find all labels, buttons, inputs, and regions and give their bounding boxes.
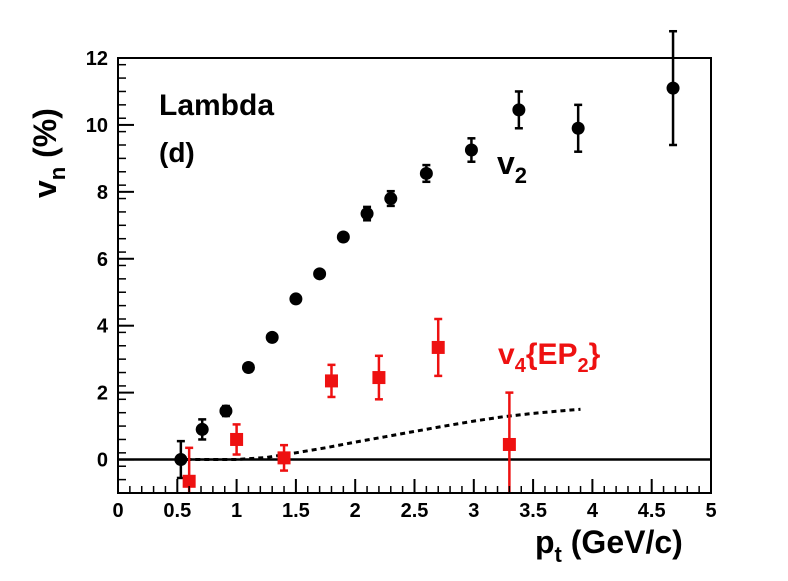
x-tick-label: 2 [350, 500, 361, 522]
v4-data-point [182, 474, 196, 488]
x-tick-label: 1.5 [282, 500, 310, 522]
y-tick-label: 8 [97, 182, 108, 204]
y-tick-label: 4 [97, 316, 109, 338]
v4-data-point [277, 451, 291, 465]
v2-data-point [265, 330, 279, 344]
y-axis-title: vn (%) [27, 108, 70, 198]
v2-data-point [289, 292, 303, 306]
v2-series-layer [174, 29, 680, 480]
tick-label-layer: 0 0.5 1 1.5 2 2.5 3 3.5 4 4.5 5 0 2 4 6 8 10 12 [86, 48, 717, 522]
v4-series-layer [182, 317, 516, 493]
v2-data-point [241, 361, 255, 375]
y-tick-label: 12 [86, 48, 108, 70]
y-tick-label: 0 [97, 450, 108, 472]
y-tick-label: 10 [86, 115, 108, 137]
model-curve-layer [177, 407, 581, 461]
v2-data-point [419, 166, 433, 180]
model-curve [177, 407, 581, 461]
x-tick-label: 1 [231, 500, 242, 522]
x-tick-label: 0.5 [163, 500, 191, 522]
panel-label: (d) [159, 137, 195, 168]
v4-data-point [230, 432, 244, 446]
v2-series-label: v2 [497, 145, 527, 188]
tick-layer [117, 57, 712, 494]
y-tick-label: 2 [97, 383, 108, 405]
v4-data-point [324, 374, 338, 388]
v2-data-point [360, 207, 374, 221]
v2-data-point [384, 192, 398, 206]
v2-data-point [571, 121, 585, 135]
v2-data-point [336, 230, 350, 244]
v2-data-point [666, 81, 680, 95]
v4-series-label: v4{EP2} [498, 338, 601, 377]
particle-label: Lambda [159, 89, 274, 122]
x-tick-label: 4.5 [638, 500, 666, 522]
x-tick-label: 2.5 [401, 500, 429, 522]
v2-data-point [219, 404, 233, 418]
x-tick-label: 3.5 [519, 500, 547, 522]
v2-data-point [195, 422, 209, 436]
v2-data-point [174, 453, 188, 467]
x-tick-label: 5 [705, 500, 716, 522]
x-tick-label: 0 [112, 500, 123, 522]
v2-data-point [464, 143, 478, 157]
v2-data-point [313, 267, 327, 281]
x-tick-label: 4 [587, 500, 599, 522]
v2-data-point [512, 103, 526, 117]
y-tick-label: 6 [97, 249, 108, 271]
x-axis-title: pt (GeV/c) [535, 524, 683, 567]
v4-data-point [372, 371, 386, 385]
v4-data-point [502, 437, 516, 451]
x-tick-label: 3 [468, 500, 479, 522]
v4-data-point [431, 340, 445, 354]
